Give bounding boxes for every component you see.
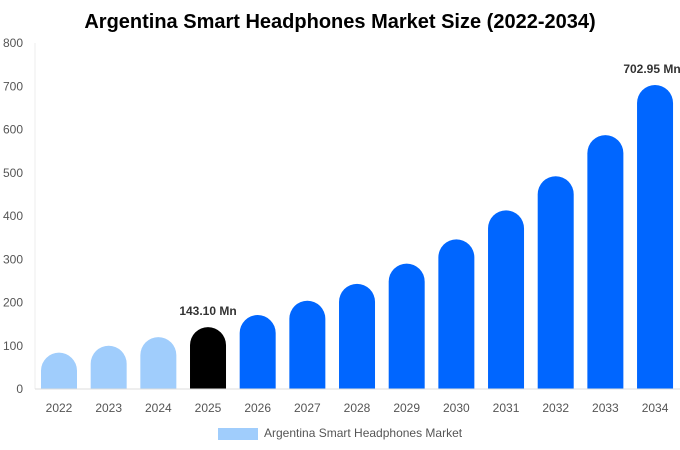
legend-label: Argentina Smart Headphones Market — [264, 426, 463, 440]
bar-2028 — [339, 283, 376, 389]
bar-2025 — [190, 327, 227, 389]
x-tick-label: 2029 — [393, 401, 420, 415]
bar-2024 — [140, 337, 177, 389]
bar-2033 — [587, 135, 624, 389]
x-tick-label: 2023 — [95, 401, 122, 415]
x-tick-label: 2026 — [244, 401, 271, 415]
y-tick-label: 500 — [3, 166, 23, 180]
y-tick-label: 200 — [3, 296, 23, 310]
x-tick-label: 2031 — [493, 401, 520, 415]
bar-2034 — [637, 84, 674, 390]
data-label: 143.10 Mn — [179, 304, 236, 318]
y-tick-label: 700 — [3, 79, 23, 93]
x-tick-label: 2027 — [294, 401, 321, 415]
x-tick-label: 2024 — [145, 401, 172, 415]
bar-2022 — [41, 352, 77, 389]
y-tick-label: 400 — [3, 209, 23, 223]
legend: Argentina Smart Headphones Market — [218, 426, 463, 440]
x-tick-label: 2030 — [443, 401, 470, 415]
x-tick-label: 2034 — [642, 401, 669, 415]
y-tick-label: 100 — [3, 339, 23, 353]
y-tick-label: 600 — [3, 123, 23, 137]
legend-swatch — [218, 428, 258, 440]
y-tick-label: 300 — [3, 252, 23, 266]
bar-2029 — [388, 263, 425, 389]
bar-2026 — [239, 315, 276, 389]
bar-2032 — [537, 176, 574, 389]
chart-title: Argentina Smart Headphones Market Size (… — [84, 11, 595, 33]
y-tick-label: 800 — [3, 36, 23, 50]
data-label: 702.95 Mn — [623, 62, 680, 76]
x-tick-label: 2025 — [195, 401, 222, 415]
x-tick-label: 2032 — [542, 401, 569, 415]
y-tick-label: 0 — [16, 382, 23, 396]
bar-2023 — [90, 345, 127, 389]
bar-2031 — [488, 210, 525, 389]
bar-2030 — [438, 239, 475, 389]
x-tick-label: 2028 — [344, 401, 371, 415]
bar-2027 — [289, 300, 326, 389]
x-tick-label: 2022 — [46, 401, 73, 415]
x-tick-label: 2033 — [592, 401, 619, 415]
